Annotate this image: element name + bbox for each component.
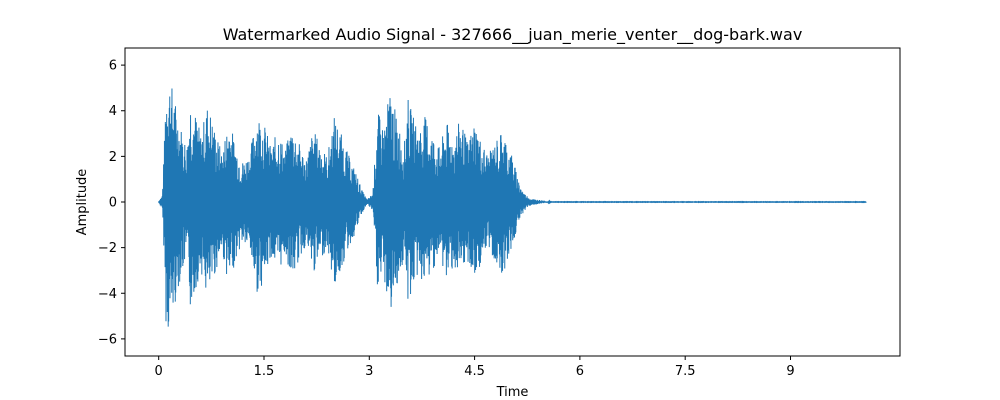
y-tick-label: 0 (109, 196, 117, 211)
y-axis-label: Amplitude (75, 169, 90, 236)
y-tick-label: 4 (109, 104, 117, 119)
plot-area (124, 47, 901, 357)
x-tick-label: 1.5 (254, 364, 275, 379)
y-tick-label: −4 (98, 287, 117, 302)
chart-title: Watermarked Audio Signal - 327666__juan_… (223, 25, 803, 45)
x-tick-label: 4.5 (464, 364, 485, 379)
y-tick-label: −2 (98, 241, 117, 256)
x-tick-label: 9 (786, 364, 794, 379)
y-tick-label: 6 (109, 59, 117, 74)
y-axis: −6 −4 −2 0 2 4 6 (98, 59, 125, 347)
x-axis-label: Time (496, 385, 529, 400)
x-tick-label: 7.5 (675, 364, 696, 379)
y-tick-label: −6 (98, 332, 117, 347)
x-tick-label: 3 (365, 364, 373, 379)
x-tick-label: 0 (155, 364, 163, 379)
x-tick-label: 6 (576, 364, 584, 379)
y-tick-label: 2 (109, 150, 117, 165)
x-axis: 0 1.5 3 4.5 6 7.5 9 (155, 356, 795, 379)
series-line (158, 88, 867, 327)
